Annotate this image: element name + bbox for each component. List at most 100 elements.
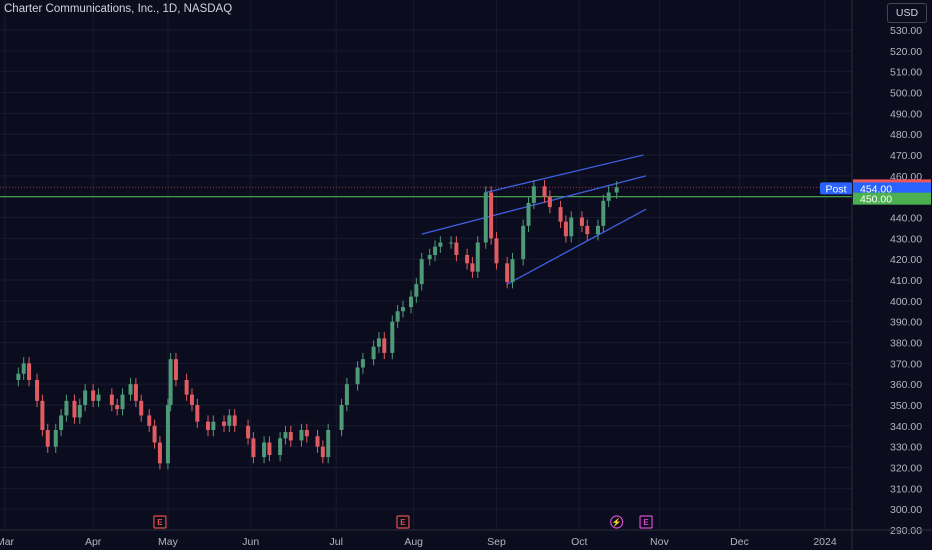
candle-body <box>128 384 133 395</box>
candle-body <box>133 384 138 401</box>
y-tick-label: 530.00 <box>890 25 922 37</box>
y-tick-label: 400.00 <box>890 296 922 308</box>
y-tick-label: 490.00 <box>890 108 922 120</box>
candle-body <box>449 242 454 244</box>
candle-body <box>505 263 510 283</box>
candle-body <box>563 221 568 237</box>
y-tick-label: 350.00 <box>890 400 922 412</box>
trendline-drawings[interactable] <box>0 154 852 285</box>
candle-body <box>526 202 531 226</box>
candle-body <box>53 430 58 447</box>
candle-body <box>360 359 365 368</box>
x-tick-label: Jul <box>329 536 342 548</box>
x-tick-label: 2024 <box>813 536 837 548</box>
candle-body <box>115 405 120 410</box>
event-markers: E E ⚡ E <box>153 515 653 529</box>
candle-body <box>168 359 173 405</box>
x-tick-label: May <box>158 536 179 548</box>
event-label: E <box>643 518 649 527</box>
event-label: ⚡ <box>612 517 622 527</box>
y-tick-label: 300.00 <box>890 504 922 516</box>
price-axis[interactable]: 290.00 300.00 310.00 320.00 330.00 340.00 350.… <box>851 0 922 550</box>
event-label: E <box>157 518 163 527</box>
candle-body <box>232 415 237 426</box>
y-tick-label: 370.00 <box>890 358 922 370</box>
candle-body <box>91 390 96 401</box>
wedge-trendline-1[interactable] <box>485 154 644 194</box>
candle-body <box>283 432 288 439</box>
candle-body <box>35 380 40 401</box>
y-tick-label: 310.00 <box>890 483 922 495</box>
time-axis[interactable]: Mar Apr May Jun Jul Aug Sep Oct Nov Dec 2024 <box>0 529 932 548</box>
candle-body <box>390 321 395 353</box>
y-tick-label: 430.00 <box>890 233 922 245</box>
candle-body <box>299 430 304 441</box>
candle-body <box>211 421 216 430</box>
candle-body <box>326 430 331 458</box>
candle-body <box>40 400 45 430</box>
candle-body <box>16 373 21 380</box>
price-tag-level <box>853 192 931 205</box>
candle-body <box>400 307 405 312</box>
candle-body <box>395 311 400 322</box>
candle-body <box>120 394 125 410</box>
candle-body <box>222 421 227 426</box>
candle-body <box>414 284 419 297</box>
y-tick-label: 340.00 <box>890 421 922 433</box>
y-tick-label: 290.00 <box>890 525 922 537</box>
x-tick-label: Oct <box>571 536 587 548</box>
candle-body <box>64 400 69 416</box>
x-tick-label: Jun <box>242 536 259 548</box>
event-label: E <box>400 518 406 527</box>
x-tick-label: Mar <box>0 536 15 548</box>
y-tick-label: 440.00 <box>890 213 922 225</box>
candle-body <box>614 187 619 193</box>
y-tick-label: 500.00 <box>890 88 922 100</box>
x-tick-label: Nov <box>650 536 669 548</box>
x-tick-label: Aug <box>404 536 423 548</box>
y-tick-label: 410.00 <box>890 275 922 287</box>
candle-body <box>96 394 101 401</box>
candle-body <box>72 400 77 418</box>
y-tick-label: 510.00 <box>890 67 922 79</box>
y-tick-label: 520.00 <box>890 46 922 58</box>
chart-grid <box>0 0 852 531</box>
candle-body <box>438 242 443 247</box>
candle-body <box>585 225 590 235</box>
candle-body <box>262 442 267 458</box>
earnings-event-icon <box>639 515 653 529</box>
symbol-title: Charter Communications, Inc., 1D, NASDAQ <box>4 3 233 15</box>
candle-body <box>45 430 50 447</box>
candle-body <box>157 442 162 464</box>
candle-body <box>382 338 387 353</box>
wedge-trendline-3[interactable] <box>506 208 647 285</box>
candle-body <box>139 400 144 416</box>
y-tick-label: 360.00 <box>890 379 922 391</box>
candle-body <box>454 242 459 255</box>
candle-body <box>165 405 170 464</box>
x-tick-label: Sep <box>487 536 506 548</box>
candle-body <box>371 346 376 360</box>
price-tag-post <box>853 182 931 195</box>
x-tick-label: Apr <box>85 536 102 548</box>
candle-body <box>579 217 584 226</box>
candle-body <box>344 384 349 405</box>
candle-body <box>408 296 413 308</box>
currency-button[interactable]: USD <box>887 3 927 23</box>
candle-body <box>376 338 381 347</box>
candle-body <box>601 200 606 226</box>
price-tag-label: 454.00 <box>860 183 892 195</box>
candle-body <box>489 192 494 239</box>
candle-body <box>288 432 293 441</box>
y-tick-label: 390.00 <box>890 317 922 329</box>
candle-body <box>267 442 272 455</box>
earnings-event-icon <box>153 515 167 529</box>
y-tick-label: 470.00 <box>890 150 922 162</box>
post-market-label: Post <box>825 183 846 195</box>
candle-body <box>77 405 82 418</box>
candle-body <box>152 425 157 443</box>
candle-body <box>195 405 200 422</box>
earnings-event-icon <box>396 515 410 529</box>
